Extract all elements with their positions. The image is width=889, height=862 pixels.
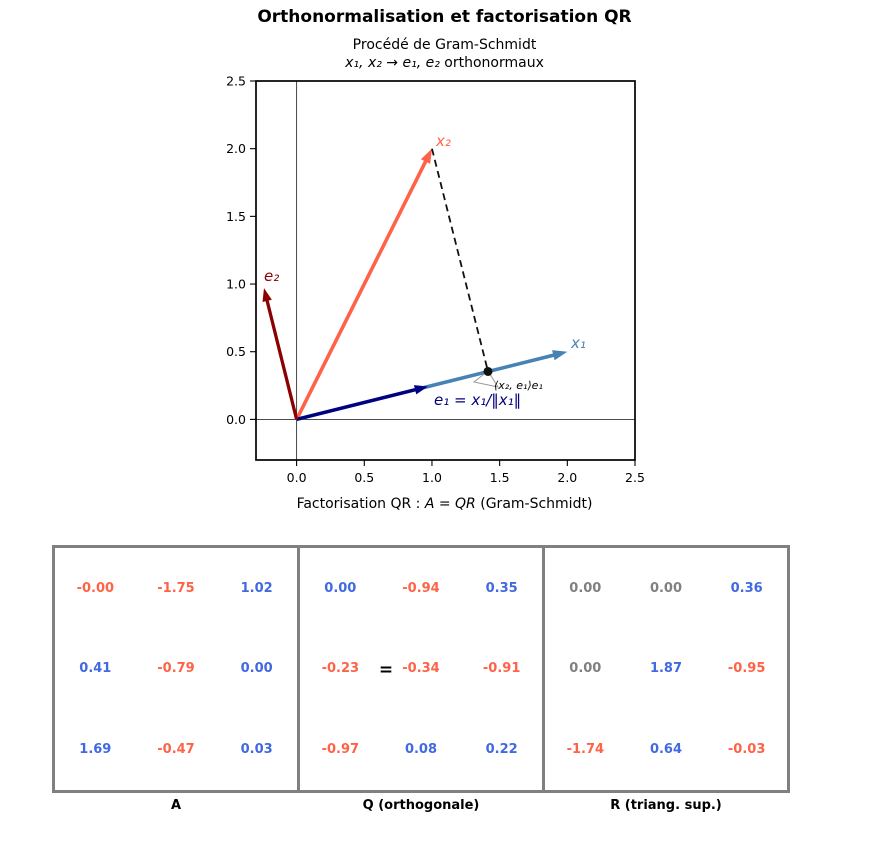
matrix-cell-A-1-2: 0.00 <box>240 661 273 677</box>
matrix-cell-Q-2-0: -0.97 <box>321 742 360 758</box>
y-tick-label: 0.0 <box>226 412 246 427</box>
e2-vector <box>265 298 299 420</box>
matrix-cell-R-2-0: -1.74 <box>566 742 605 758</box>
x1-arrowhead <box>552 350 568 361</box>
matrix-cell-R-0-2: 0.36 <box>730 580 763 596</box>
annotation-wedge <box>472 370 500 388</box>
x-tick-label: 0.0 <box>287 470 307 485</box>
caption-prefix: Factorisation QR : <box>296 496 425 512</box>
matrix-R-grid: 0.00 0.00 0.36 0.00 1.87 -0.95 -1.74 0.64 -0.03 <box>545 548 787 790</box>
matrix-cell-R-1-2: -0.95 <box>727 661 766 677</box>
matrix-A-grid: -0.00 -1.75 1.02 0.41 -0.79 0.00 1.69 -0.47 0.03 <box>55 548 297 790</box>
subtitle-math: x₁, x₂ → e₁, e₂ <box>345 55 440 71</box>
matrix-cell-A-2-2: 0.03 <box>240 742 273 758</box>
matrix-cell-Q-2-1: 0.08 <box>404 742 438 758</box>
projection-label: ⟨x₂, e₁⟩e₁ <box>494 379 543 392</box>
x-tick-label: 2.5 <box>625 470 645 485</box>
matrix-cell-R-0-0: 0.00 <box>569 580 602 596</box>
matrix-cell-R-1-0: 0.00 <box>569 661 602 677</box>
x-tick-label: 1.5 <box>490 470 510 485</box>
caption-suffix: (Gram-Schmidt) <box>475 496 593 512</box>
matrix-cell-A-0-0: -0.00 <box>76 580 115 596</box>
x2-label: x₂ <box>435 132 451 150</box>
caption-formula: A = QR <box>424 496 476 512</box>
matrix-cell-Q-1-2: -0.91 <box>482 661 521 677</box>
matrix-cell-Q-2-2: 0.22 <box>485 742 518 758</box>
x-tick-label: 0.5 <box>354 470 374 485</box>
plot-border <box>255 80 636 461</box>
y-tick-label: 2.0 <box>226 141 246 156</box>
matrix-cell-A-0-2: 1.02 <box>240 580 273 596</box>
e1-arrowhead <box>413 385 428 395</box>
y-tick-label: 1.0 <box>226 277 246 292</box>
x2-vector <box>294 158 429 421</box>
matrix-cell-R-0-1: 0.00 <box>649 580 683 596</box>
matrix-A-box: -0.00 -1.75 1.02 0.41 -0.79 0.00 1.69 -0.47 0.03 <box>52 545 300 793</box>
x1-label: x₁ <box>570 334 586 352</box>
gram-schmidt-plot: 0.0 0.5 1.0 1.5 2.0 2.5 0.0 0.5 1.0 1.5 2.0 2.5 x₁ x₂… <box>226 74 645 486</box>
x-tick-label: 2.0 <box>557 470 577 485</box>
matrices-row: -0.00 -1.75 1.02 0.41 -0.79 0.00 1.69 -0.47 0.03… <box>52 545 790 793</box>
e1-vector <box>296 387 418 421</box>
matrix-cell-A-2-1: -0.47 <box>157 742 195 758</box>
plot-subtitle-line2: x₁, x₂ → e₁, e₂ orthonormaux <box>0 55 889 71</box>
e2-arrowhead <box>262 288 272 303</box>
y-tick-label: 0.5 <box>226 344 246 359</box>
subtitle-rest: orthonormaux <box>439 55 544 71</box>
x-tick-label: 1.0 <box>422 470 442 485</box>
y-tick-label: 2.5 <box>226 74 246 89</box>
matrix-Q-grid: 0.00 -0.94 0.35 -0.23 -0.34 -0.91 -0.97 0.08 0.2… <box>300 548 542 790</box>
matrix-cell-R-2-2: -0.03 <box>727 742 766 758</box>
plot-subtitle-line1: Procédé de Gram-Schmidt <box>352 37 537 53</box>
matrix-cell-Q-0-2: 0.35 <box>485 580 518 596</box>
matrix-cell-Q-1-0: -0.23 <box>321 661 360 677</box>
e2-label: e₂ <box>264 267 279 285</box>
plot-caption: Factorisation QR : A = QR (Gram-Schmidt) <box>0 496 889 512</box>
matrix-label-Q: Q (orthogonale) <box>362 798 480 813</box>
figure-title: Orthonormalisation et factorisation QR <box>257 7 632 27</box>
matrix-cell-A-2-0: 1.69 <box>79 742 112 758</box>
matrix-cell-A-1-1: -0.79 <box>157 661 195 677</box>
matrix-cell-A-1-0: 0.41 <box>79 661 112 677</box>
e1-label: e₁ = x₁/‖x₁‖ <box>434 391 521 409</box>
matrix-cell-R-1-1: 1.87 <box>649 661 683 677</box>
matrix-cell-Q-1-1: -0.34 <box>402 661 440 677</box>
matrix-Q-box: 0.00 -0.94 0.35 -0.23 -0.34 -0.91 -0.97 0.08 0.2… <box>297 545 545 793</box>
projection-dot <box>483 366 493 376</box>
matrix-cell-A-0-1: -1.75 <box>157 580 195 596</box>
projection-dashed-line <box>431 148 489 372</box>
matrix-label-R: R (triang. sup.) <box>610 798 722 813</box>
matrix-cell-Q-0-0: 0.00 <box>324 580 357 596</box>
x2-arrowhead <box>420 148 432 164</box>
matrix-R-box: 0.00 0.00 0.36 0.00 1.87 -0.95 -1.74 0.64 -0.03 <box>542 545 790 793</box>
matrix-cell-Q-0-1: -0.94 <box>402 580 440 596</box>
matrix-label-A: A <box>170 798 182 813</box>
y-tick-label: 1.5 <box>226 209 246 224</box>
matrix-cell-R-2-1: 0.64 <box>649 742 683 758</box>
equals-sign: = <box>378 660 394 680</box>
